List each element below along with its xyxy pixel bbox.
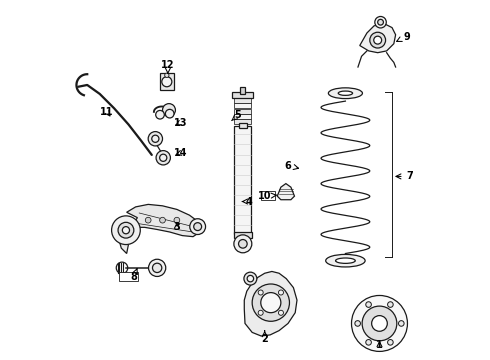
Circle shape [371, 316, 387, 331]
Circle shape [156, 150, 171, 165]
Text: 10: 10 [258, 191, 277, 201]
Bar [234, 103, 251, 108]
Polygon shape [277, 184, 294, 200]
Ellipse shape [328, 88, 363, 99]
Circle shape [122, 226, 129, 234]
Circle shape [152, 135, 159, 142]
Text: 5: 5 [232, 111, 241, 121]
Bar [232, 92, 253, 98]
Circle shape [374, 36, 382, 44]
Text: 13: 13 [173, 118, 187, 128]
Circle shape [247, 275, 254, 282]
Circle shape [355, 321, 361, 326]
Text: 12: 12 [161, 60, 174, 73]
Circle shape [258, 290, 263, 295]
Circle shape [366, 339, 371, 345]
Circle shape [160, 154, 167, 161]
Circle shape [261, 293, 281, 313]
Circle shape [156, 111, 164, 119]
Ellipse shape [326, 255, 365, 267]
Text: 9: 9 [397, 32, 410, 41]
Bar [234, 126, 251, 234]
Circle shape [362, 306, 397, 341]
Circle shape [146, 217, 151, 223]
Bar [234, 114, 251, 119]
Circle shape [375, 17, 386, 28]
Circle shape [162, 77, 172, 87]
Circle shape [398, 321, 404, 326]
Text: 2: 2 [261, 331, 268, 343]
Circle shape [378, 19, 383, 25]
Circle shape [278, 310, 284, 315]
Text: 4: 4 [242, 197, 252, 207]
Bar [239, 123, 247, 128]
Circle shape [165, 73, 169, 77]
Bar [240, 87, 245, 94]
Circle shape [190, 219, 205, 234]
Circle shape [118, 222, 134, 238]
Bar [234, 120, 251, 125]
Bar [234, 109, 251, 114]
Circle shape [239, 239, 247, 248]
Circle shape [258, 310, 263, 315]
Bar [234, 231, 252, 238]
Text: 6: 6 [285, 161, 298, 171]
Circle shape [160, 217, 166, 223]
Ellipse shape [336, 258, 355, 264]
Circle shape [194, 223, 201, 230]
Text: 11: 11 [100, 107, 114, 117]
Text: 3: 3 [173, 222, 180, 231]
Circle shape [244, 272, 257, 285]
Circle shape [366, 302, 371, 307]
Polygon shape [120, 204, 200, 253]
Circle shape [152, 263, 162, 273]
Circle shape [388, 302, 393, 307]
Circle shape [112, 216, 140, 244]
Bar [160, 73, 174, 90]
Circle shape [163, 104, 175, 117]
Bar [261, 191, 275, 200]
Polygon shape [245, 271, 297, 336]
Ellipse shape [338, 91, 353, 95]
Text: 7: 7 [396, 171, 414, 181]
Text: 8: 8 [130, 269, 138, 282]
Circle shape [148, 132, 163, 146]
Polygon shape [360, 24, 395, 53]
Text: 1: 1 [376, 340, 383, 350]
Circle shape [370, 32, 386, 48]
Circle shape [166, 109, 174, 118]
Circle shape [351, 296, 408, 351]
Circle shape [252, 284, 290, 321]
Bar [234, 98, 251, 103]
Circle shape [174, 217, 180, 223]
Text: 14: 14 [173, 148, 187, 158]
Circle shape [148, 259, 166, 276]
Circle shape [234, 235, 252, 253]
Circle shape [388, 339, 393, 345]
Bar [119, 272, 139, 281]
Circle shape [278, 290, 284, 295]
